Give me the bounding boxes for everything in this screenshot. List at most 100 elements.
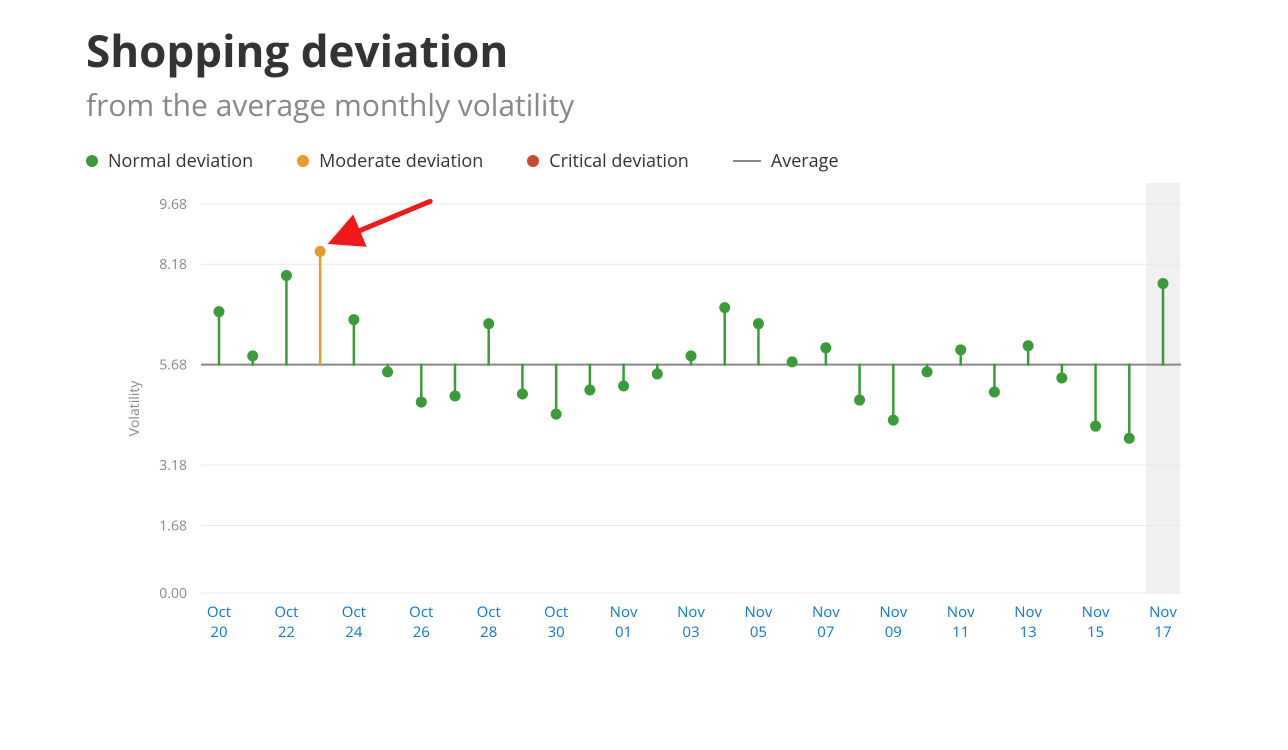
data-point[interactable]: [247, 350, 258, 361]
svg-text:Oct: Oct: [409, 602, 433, 622]
x-tick-label[interactable]: Oct28: [477, 602, 501, 642]
legend-dot-critical: [527, 155, 539, 167]
legend-item-critical[interactable]: Critical deviation: [527, 149, 689, 173]
data-point[interactable]: [450, 391, 461, 402]
x-tick-label[interactable]: Oct24: [342, 602, 366, 642]
data-point[interactable]: [416, 397, 427, 408]
chart-container: Shopping deviation from the average mont…: [0, 0, 1288, 750]
x-tick-label[interactable]: Oct30: [544, 602, 568, 642]
x-tick-label[interactable]: Nov03: [677, 602, 705, 642]
data-point[interactable]: [922, 366, 933, 377]
data-point[interactable]: [483, 318, 494, 329]
chart-plot-area: 0.001.683.185.688.189.68VolatilityOct20O…: [86, 183, 1248, 673]
svg-text:30: 30: [548, 622, 565, 642]
data-point[interactable]: [1090, 421, 1101, 432]
legend-item-normal[interactable]: Normal deviation: [86, 149, 253, 173]
x-tick-label[interactable]: Nov11: [947, 602, 975, 642]
data-point[interactable]: [719, 302, 730, 313]
data-point[interactable]: [551, 409, 562, 420]
x-tick-label[interactable]: Nov01: [610, 602, 638, 642]
annotation-arrow: [334, 201, 430, 241]
svg-text:Nov: Nov: [1149, 602, 1177, 622]
chart-title: Shopping deviation: [86, 10, 1248, 80]
data-point[interactable]: [1056, 372, 1067, 383]
data-point[interactable]: [348, 314, 359, 325]
data-point[interactable]: [652, 368, 663, 379]
data-point[interactable]: [1023, 340, 1034, 351]
data-point[interactable]: [989, 387, 1000, 398]
data-point[interactable]: [787, 356, 798, 367]
y-axis-label: Volatility: [125, 380, 144, 437]
svg-text:15: 15: [1087, 622, 1104, 642]
svg-text:11: 11: [952, 622, 969, 642]
data-point[interactable]: [1158, 278, 1169, 289]
svg-text:07: 07: [817, 622, 834, 642]
y-tick-label: 1.68: [159, 516, 187, 535]
data-point[interactable]: [315, 246, 326, 257]
data-point[interactable]: [281, 270, 292, 281]
x-tick-label[interactable]: Oct20: [207, 602, 231, 642]
x-tick-label[interactable]: Oct22: [274, 602, 298, 642]
svg-text:Nov: Nov: [879, 602, 907, 622]
svg-text:Oct: Oct: [342, 602, 366, 622]
x-tick-label[interactable]: Oct26: [409, 602, 433, 642]
legend-label-normal: Normal deviation: [108, 149, 253, 173]
legend-label-moderate: Moderate deviation: [319, 149, 483, 173]
data-point[interactable]: [382, 366, 393, 377]
y-tick-label: 8.18: [159, 255, 187, 274]
svg-text:09: 09: [885, 622, 902, 642]
svg-text:Nov: Nov: [677, 602, 705, 622]
y-tick-label: 0.00: [159, 584, 187, 603]
legend-dot-normal: [86, 155, 98, 167]
svg-text:24: 24: [345, 622, 363, 642]
legend-label-critical: Critical deviation: [549, 149, 689, 173]
svg-text:Oct: Oct: [544, 602, 568, 622]
svg-text:Oct: Oct: [274, 602, 298, 622]
svg-text:05: 05: [750, 622, 767, 642]
svg-text:03: 03: [682, 622, 699, 642]
legend-item-moderate[interactable]: Moderate deviation: [297, 149, 483, 173]
data-point[interactable]: [854, 395, 865, 406]
data-point[interactable]: [955, 344, 966, 355]
svg-text:Nov: Nov: [812, 602, 840, 622]
data-point[interactable]: [584, 385, 595, 396]
y-tick-label: 9.68: [159, 195, 187, 214]
svg-text:Oct: Oct: [207, 602, 231, 622]
y-tick-label: 3.18: [159, 456, 187, 475]
x-tick-label[interactable]: Nov17: [1149, 602, 1177, 642]
data-point[interactable]: [214, 306, 225, 317]
data-point[interactable]: [820, 342, 831, 353]
legend: Normal deviation Moderate deviation Crit…: [86, 149, 1248, 173]
svg-text:Nov: Nov: [947, 602, 975, 622]
chart-svg: 0.001.683.185.688.189.68VolatilityOct20O…: [86, 183, 1206, 673]
svg-text:26: 26: [413, 622, 430, 642]
svg-text:Oct: Oct: [477, 602, 501, 622]
x-tick-label[interactable]: Nov07: [812, 602, 840, 642]
x-tick-label[interactable]: Nov15: [1082, 602, 1110, 642]
svg-text:Nov: Nov: [610, 602, 638, 622]
svg-text:28: 28: [480, 622, 497, 642]
x-tick-label[interactable]: Nov05: [745, 602, 773, 642]
data-point[interactable]: [1124, 433, 1135, 444]
data-point[interactable]: [517, 389, 528, 400]
svg-text:Nov: Nov: [1014, 602, 1042, 622]
legend-label-average: Average: [771, 149, 839, 173]
svg-text:17: 17: [1154, 622, 1171, 642]
svg-text:20: 20: [210, 622, 227, 642]
legend-item-average[interactable]: Average: [733, 149, 839, 173]
svg-text:Nov: Nov: [1082, 602, 1110, 622]
legend-line-average: [733, 160, 761, 162]
x-tick-label[interactable]: Nov13: [1014, 602, 1042, 642]
data-point[interactable]: [888, 415, 899, 426]
legend-dot-moderate: [297, 155, 309, 167]
data-point[interactable]: [753, 318, 764, 329]
svg-text:13: 13: [1020, 622, 1037, 642]
data-point[interactable]: [686, 350, 697, 361]
x-tick-label[interactable]: Nov09: [879, 602, 907, 642]
data-point[interactable]: [618, 380, 629, 391]
svg-text:22: 22: [278, 622, 295, 642]
svg-text:Nov: Nov: [745, 602, 773, 622]
svg-text:01: 01: [615, 622, 632, 642]
y-tick-label: 5.68: [159, 356, 187, 375]
chart-subtitle: from the average monthly volatility: [86, 84, 1248, 125]
